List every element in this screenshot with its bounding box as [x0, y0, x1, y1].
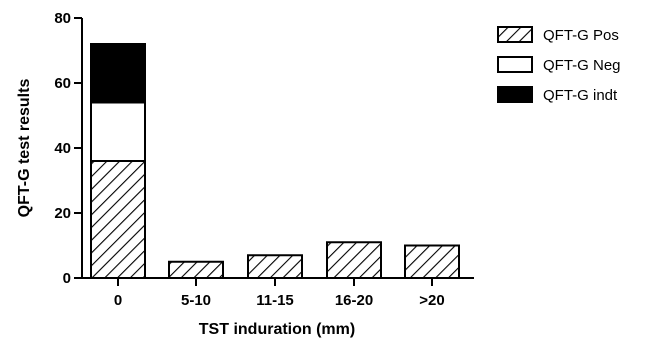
legend: QFT-G Pos QFT-G Neg QFT-G indt: [497, 26, 621, 104]
x-tick-label: 0: [114, 292, 122, 309]
x-tick-label: 11-15: [256, 292, 294, 309]
bar-segment-qft-g-pos: [90, 160, 146, 279]
bar-segment-qft-g-pos: [326, 241, 382, 279]
x-tick-label: >20: [419, 292, 444, 309]
y-tick-label: 0: [63, 270, 71, 287]
legend-label: QFT-G Pos: [543, 27, 619, 44]
y-tick-label: 20: [54, 205, 71, 222]
x-axis-title: TST induration (mm): [199, 321, 355, 338]
y-tick-label: 60: [54, 75, 71, 92]
x-tick-label: 5-10: [181, 292, 211, 309]
y-tick-label: 40: [54, 140, 71, 157]
bar-segment-qft-g-pos: [247, 254, 303, 279]
bar-segment-qft-g-neg: [90, 101, 146, 162]
bar-segment-qft-g-pos: [168, 260, 224, 279]
legend-label: QFT-G Neg: [543, 57, 621, 74]
x-ticks: 0 5-10 11-15 16-20 >20: [114, 278, 445, 309]
x-tick-label: 16-20: [335, 292, 373, 309]
bars: [90, 43, 460, 279]
legend-swatch: [497, 26, 533, 43]
y-tick-label: 80: [54, 10, 71, 27]
y-ticks: 0 20 40 60 80: [54, 10, 82, 287]
legend-swatch: [497, 56, 533, 73]
bar-segment-qft-g-indt: [90, 43, 146, 104]
legend-swatch: [497, 86, 533, 103]
y-axis-title: QFT-G test results: [16, 79, 33, 218]
bar-segment-qft-g-pos: [404, 244, 460, 279]
legend-label: QFT-G indt: [543, 87, 618, 104]
